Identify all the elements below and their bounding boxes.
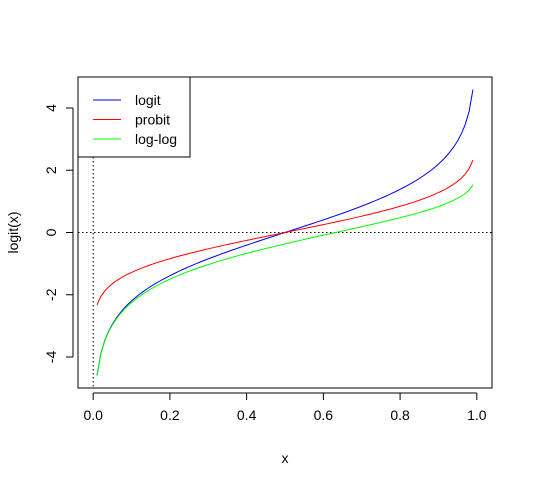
x-tick-label: 0.4 [237, 407, 257, 423]
y-tick-label: -4 [43, 351, 59, 364]
y-axis: -4 -2 0 2 4 [43, 104, 74, 364]
legend-box [77, 76, 191, 158]
y-tick-label: 2 [43, 166, 59, 174]
x-axis-title: x [282, 450, 289, 466]
series-line-probit [96, 159, 474, 306]
legend-label-log-log: log-log [135, 131, 177, 147]
x-tick-label: 0.2 [160, 407, 180, 423]
x-tick-label: 0.6 [314, 407, 334, 423]
legend-label-probit: probit [135, 112, 170, 128]
legend: logit probit log-log [77, 76, 191, 158]
x-tick-label: 0.8 [390, 407, 410, 423]
legend-label-logit: logit [135, 92, 161, 108]
x-axis: 0.0 0.2 0.4 0.6 0.8 1.0 [83, 392, 487, 423]
series-line-log-log [96, 184, 474, 376]
plot-frame [77, 76, 493, 389]
x-tick-label: 1.0 [467, 407, 487, 423]
y-tick-label: 4 [43, 104, 59, 112]
series-layer [96, 89, 474, 376]
y-axis-title: logit(x) [5, 211, 21, 253]
y-tick-label: 0 [43, 228, 59, 236]
reference-lines [78, 77, 492, 388]
x-tick-label: 0.0 [83, 407, 103, 423]
y-tick-label: -2 [43, 288, 59, 301]
